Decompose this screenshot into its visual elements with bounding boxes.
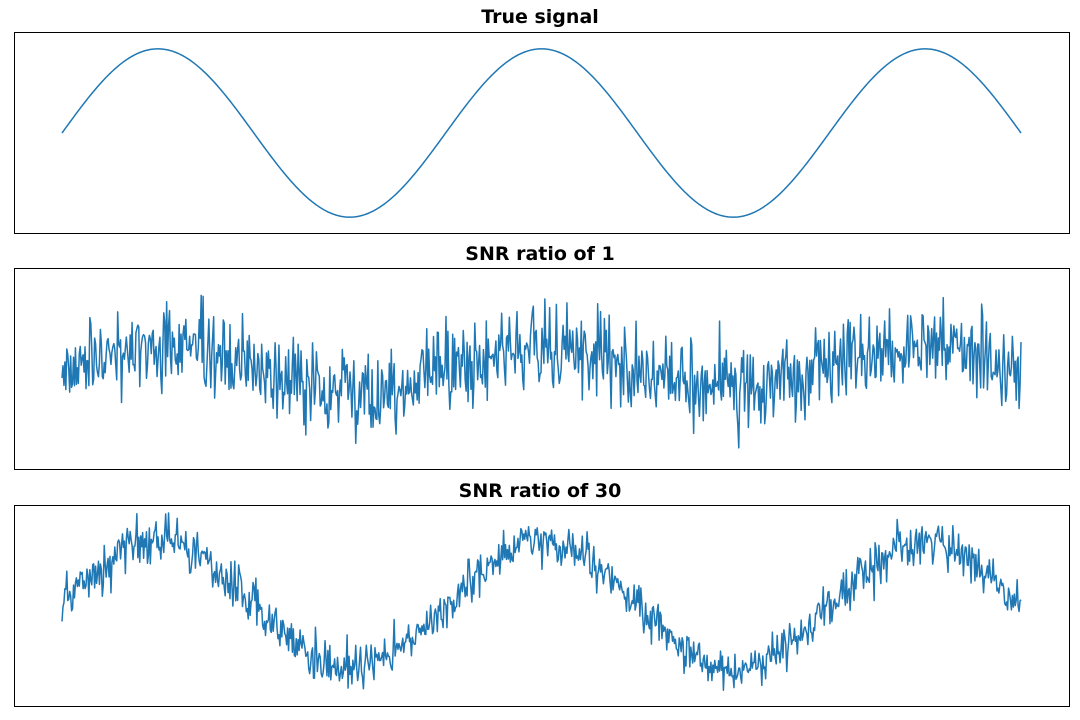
chart-title-true-signal: True signal <box>481 6 599 28</box>
series-group <box>61 512 1022 691</box>
series-line <box>61 512 1022 691</box>
series-group <box>61 294 1022 449</box>
axes-frame <box>14 505 1070 707</box>
plot-true-signal <box>14 32 1070 234</box>
chart-title-snr-30: SNR ratio of 30 <box>458 480 622 502</box>
series-line <box>61 48 1022 218</box>
plot-snr-30 <box>14 505 1070 707</box>
axes-frame <box>14 268 1070 470</box>
plot-snr-1 <box>14 268 1070 470</box>
chart-title-snr-1: SNR ratio of 1 <box>465 243 615 265</box>
axes-frame <box>14 32 1070 234</box>
series-line <box>61 294 1022 449</box>
series-group <box>61 48 1022 218</box>
